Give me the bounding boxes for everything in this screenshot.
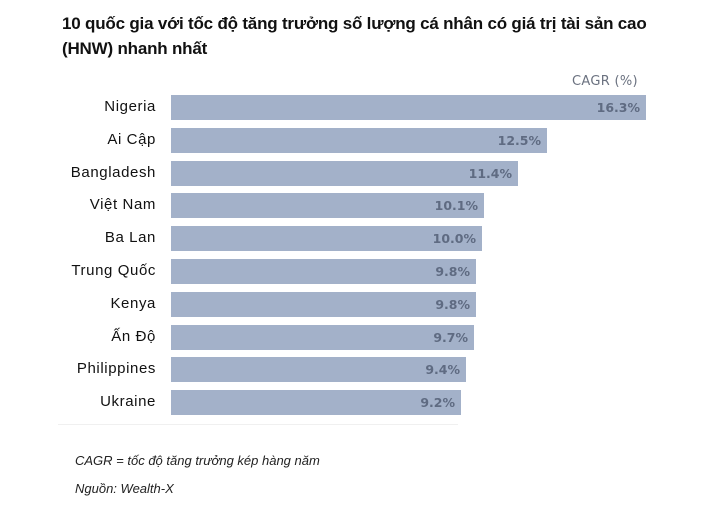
category-label: Philippines — [76, 360, 156, 377]
value-label: 10.1% — [434, 198, 478, 213]
bar: 9.4% — [171, 357, 466, 382]
category-label: Ai Cập — [107, 131, 156, 148]
source-note: Nguồn: Wealth-X — [75, 481, 174, 496]
value-label: 9.8% — [435, 297, 470, 312]
category-label: Việt Nam — [89, 196, 156, 213]
bar: 9.7% — [171, 325, 474, 350]
bar-row: Bangladesh 11.4% — [0, 161, 710, 187]
category-label: Trung Quốc — [71, 262, 156, 279]
value-label: 11.4% — [468, 166, 512, 181]
value-label: 12.5% — [497, 133, 541, 148]
bar: 16.3% — [171, 95, 646, 120]
bar-row: Nigeria 16.3% — [0, 95, 710, 121]
value-label: 16.3% — [596, 100, 640, 115]
bar: 12.5% — [171, 128, 547, 153]
baseline-divider — [58, 424, 458, 425]
bar: 10.0% — [171, 226, 482, 251]
bar-row: Việt Nam 10.1% — [0, 193, 710, 219]
value-label: 9.4% — [425, 362, 460, 377]
bar-row: Philippines 9.4% — [0, 357, 710, 383]
category-label: Ba Lan — [104, 229, 156, 246]
bar: 10.1% — [171, 193, 484, 218]
chart-title: 10 quốc gia với tốc độ tăng trưởng số lư… — [62, 14, 647, 58]
legend-label: CAGR (%) — [572, 74, 638, 89]
value-label: 9.2% — [420, 395, 455, 410]
bar-row: Kenya 9.8% — [0, 292, 710, 318]
cagr-definition-note: CAGR = tốc độ tăng trưởng kép hàng năm — [75, 453, 320, 468]
bar-row: Ai Cập 12.5% — [0, 128, 710, 154]
value-label: 9.7% — [433, 330, 468, 345]
bar-row: Ba Lan 10.0% — [0, 226, 710, 252]
bar-row: Ấn Độ 9.7% — [0, 325, 710, 351]
category-label: Kenya — [110, 295, 156, 312]
value-label: 10.0% — [432, 231, 476, 246]
bar: 9.8% — [171, 259, 476, 284]
category-label: Bangladesh — [70, 164, 156, 181]
value-label: 9.8% — [435, 264, 470, 279]
category-label: Ukraine — [100, 393, 156, 410]
bar: 9.2% — [171, 390, 461, 415]
bar-row: Ukraine 9.2% — [0, 390, 710, 416]
category-label: Nigeria — [104, 98, 156, 115]
bar-row: Trung Quốc 9.8% — [0, 259, 710, 285]
category-label: Ấn Độ — [111, 328, 156, 345]
bar: 11.4% — [171, 161, 518, 186]
bar: 9.8% — [171, 292, 476, 317]
